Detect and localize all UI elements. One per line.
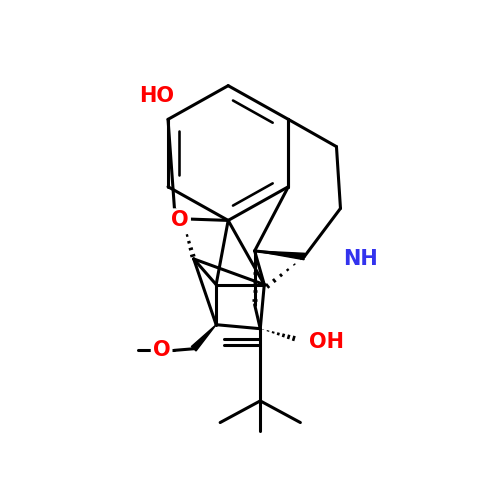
Text: O: O — [171, 210, 189, 231]
Text: NH: NH — [343, 249, 378, 269]
Polygon shape — [192, 324, 216, 351]
Text: O: O — [153, 340, 170, 360]
Polygon shape — [254, 251, 304, 260]
Text: OH: OH — [309, 332, 344, 352]
Text: HO: HO — [140, 86, 174, 106]
